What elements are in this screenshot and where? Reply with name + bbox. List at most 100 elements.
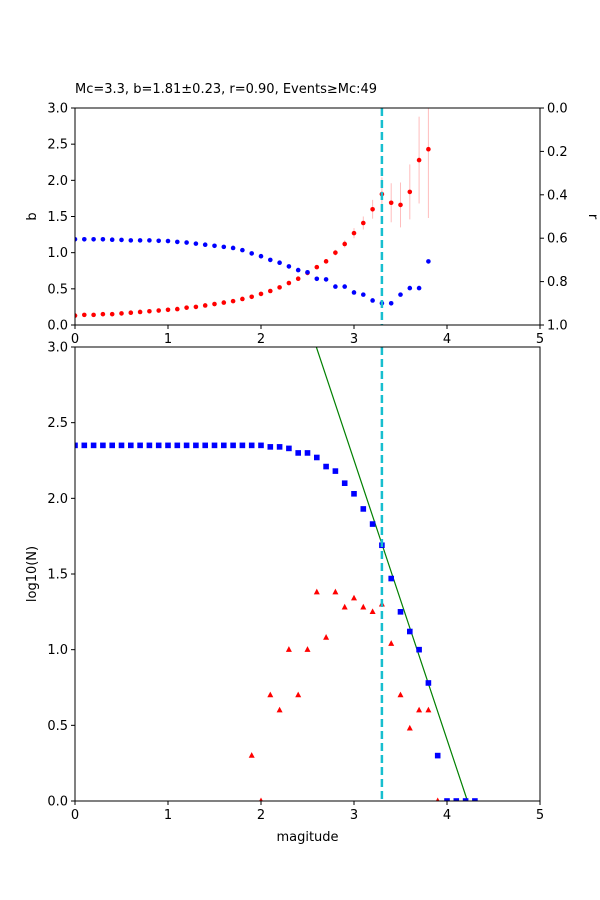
top-point (342, 284, 348, 289)
bottom-xtick-label: 0 (71, 808, 79, 823)
top-point (165, 238, 171, 244)
top-point (268, 288, 273, 294)
bottom-panel: 0 1 2 3 4 5 0.0 0.5 1.0 1.5 2.0 2.5 3.0 magitude log… (25, 341, 544, 846)
top-y2tick-label: 0.8 (547, 275, 568, 290)
top-point (351, 290, 357, 295)
top-y2tick-label: 0.4 (547, 188, 568, 203)
bottom-ytick-label: 1.5 (47, 568, 68, 583)
bottom-point (239, 442, 246, 449)
bottom-point (146, 442, 153, 449)
top-point (137, 309, 143, 315)
top-point (258, 253, 264, 259)
top-point (416, 285, 422, 291)
top-point (240, 247, 245, 253)
bottom-point (351, 490, 357, 497)
bottom-point (332, 468, 339, 474)
top-plot-area (75, 108, 431, 325)
top-point (361, 292, 366, 297)
bottom-point (332, 588, 339, 595)
top-point (212, 301, 217, 307)
bottom-point (416, 646, 422, 653)
bottom-point (174, 442, 181, 449)
bottom-point (314, 454, 320, 461)
bottom-point (285, 646, 292, 652)
top-point (323, 277, 329, 282)
bottom-point (313, 588, 320, 595)
bottom-point (248, 442, 255, 449)
top-point (230, 245, 236, 251)
bottom-point (230, 442, 236, 449)
top-point (342, 241, 348, 247)
top-point (398, 202, 403, 208)
bottom-ylabel: log10(N) (25, 546, 40, 602)
top-point (388, 200, 394, 206)
bottom-point (100, 442, 106, 449)
top-y2tick-label: 0.0 (547, 102, 568, 117)
top-point (119, 311, 124, 316)
top-point (295, 276, 301, 282)
top-point (416, 157, 422, 163)
top-point (175, 239, 180, 245)
top-point (277, 285, 282, 290)
top-point (100, 311, 106, 317)
top-point (398, 292, 403, 297)
bottom-fit-line (315, 347, 469, 801)
top-ytick-label: 2.0 (47, 174, 68, 189)
bottom-point (341, 603, 348, 610)
bottom-point (323, 634, 330, 640)
bottom-point (406, 724, 413, 731)
bottom-point (259, 797, 263, 801)
bottom-point (202, 442, 208, 449)
bottom-point (109, 442, 115, 449)
bottom-xtick-label: 1 (164, 808, 172, 823)
bottom-point (258, 442, 264, 449)
top-point (221, 244, 227, 250)
top-point (202, 242, 208, 248)
bottom-point (453, 798, 460, 801)
top-point (388, 301, 394, 306)
top-y2label: r (585, 214, 600, 220)
top-point (82, 312, 87, 318)
top-point (184, 305, 189, 310)
bottom-point (193, 442, 199, 449)
top-point (407, 189, 413, 195)
bottom-point (155, 442, 162, 449)
top-point (75, 313, 78, 318)
top-y2tick-label: 1.0 (547, 319, 568, 334)
bottom-point (276, 706, 283, 713)
bottom-point (388, 640, 395, 646)
bottom-point (444, 798, 450, 801)
top-panel: Mc=3.3, b=1.81±0.23, r=0.90, Events≥Mc:4… (25, 82, 600, 347)
top-point (295, 267, 301, 273)
top-point (193, 304, 199, 310)
top-chart-title: Mc=3.3, b=1.81±0.23, r=0.90, Events≥Mc:4… (75, 82, 377, 97)
bottom-point (425, 706, 432, 713)
top-point (82, 236, 87, 242)
bottom-ytick-label: 0.0 (47, 795, 68, 810)
bottom-ytick-label: 1.0 (47, 643, 68, 658)
top-point (314, 276, 320, 282)
bottom-ytick-label: 3.0 (47, 341, 68, 356)
top-point (91, 236, 96, 242)
top-point (333, 284, 338, 289)
bottom-point (81, 442, 88, 449)
bottom-point (425, 680, 432, 686)
top-point (370, 298, 375, 303)
top-point (314, 264, 320, 270)
top-point (407, 285, 413, 291)
bottom-point (165, 442, 171, 449)
top-point (426, 259, 431, 264)
top-point (268, 257, 273, 263)
top-point (230, 298, 236, 304)
bottom-point (211, 442, 218, 449)
bottom-ytick-label: 2.0 (47, 492, 68, 507)
top-point (109, 237, 115, 243)
top-point (147, 238, 152, 243)
bottom-point (267, 444, 274, 450)
bottom-xtick-label: 5 (536, 808, 544, 823)
top-ytick-label: 0.5 (47, 282, 68, 297)
top-point (286, 264, 292, 269)
bottom-point (221, 442, 227, 449)
top-point (240, 296, 245, 302)
bottom-point (128, 442, 134, 449)
